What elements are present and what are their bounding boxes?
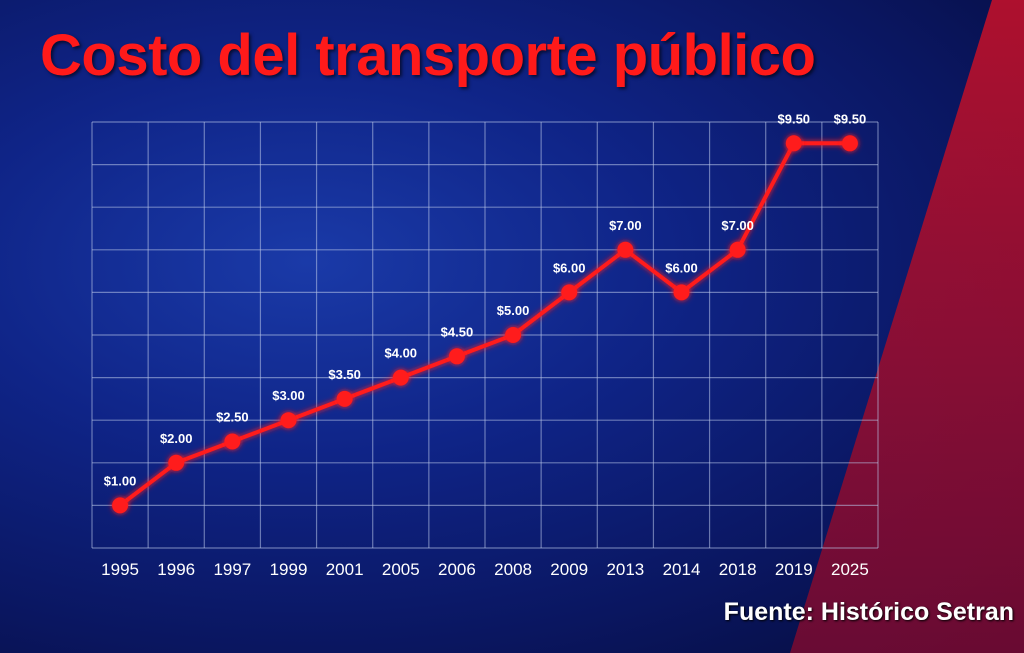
- x-tick-2009: 2009: [550, 560, 588, 579]
- data-label-2001: $3.50: [328, 367, 361, 382]
- data-point-2005: [392, 369, 409, 386]
- x-tick-2001: 2001: [326, 560, 364, 579]
- data-point-2009: [561, 284, 578, 301]
- chart-grid: [91, 121, 879, 549]
- x-tick-2008: 2008: [494, 560, 532, 579]
- x-axis-ticks: 1995 1996 1997 1999 2001 2005 2006 2008 2009 2013…: [101, 560, 869, 579]
- data-label-2008: $5.00: [497, 303, 530, 318]
- series-layer: [112, 135, 858, 514]
- accent-stripe: [790, 0, 1024, 653]
- x-tick-1996: 1996: [157, 560, 195, 579]
- data-point-2018: [729, 241, 746, 258]
- data-label-2018: $7.00: [721, 218, 754, 233]
- data-point-1999: [280, 412, 297, 429]
- data-point-2019: [785, 135, 802, 152]
- x-tick-2014: 2014: [663, 560, 701, 579]
- data-label-2005: $4.00: [385, 346, 418, 361]
- x-tick-1999: 1999: [270, 560, 308, 579]
- data-label-2025: $9.50: [834, 111, 867, 126]
- chart-title: Costo del transporte público: [40, 23, 816, 88]
- data-point-2025: [841, 135, 858, 152]
- data-point-1997: [224, 433, 241, 450]
- x-tick-2013: 2013: [606, 560, 644, 579]
- data-point-1996: [168, 454, 185, 471]
- data-labels: $1.00 $2.00 $2.50 $3.00 $3.50 $4.00 $4.50 $5.00…: [104, 111, 866, 488]
- data-point-2001: [336, 390, 353, 407]
- data-label-1996: $2.00: [160, 431, 193, 446]
- x-tick-2019: 2019: [775, 560, 813, 579]
- data-label-1995: $1.00: [104, 473, 137, 488]
- x-tick-1997: 1997: [213, 560, 251, 579]
- data-label-1997: $2.50: [216, 410, 249, 425]
- x-tick-2018: 2018: [719, 560, 757, 579]
- data-label-2009: $6.00: [553, 260, 586, 275]
- data-label-2019: $9.50: [778, 111, 811, 126]
- data-point-2008: [505, 327, 522, 343]
- data-point-2014: [673, 284, 690, 301]
- data-label-2013: $7.00: [609, 218, 642, 233]
- x-tick-2006: 2006: [438, 560, 476, 579]
- data-point-2006: [448, 348, 465, 365]
- data-label-2006: $4.50: [441, 324, 474, 339]
- series-line: [118, 141, 850, 507]
- data-point-2013: [617, 241, 634, 258]
- source-note: Fuente: Histórico Setran: [723, 598, 1014, 626]
- x-tick-2025: 2025: [831, 560, 869, 579]
- x-tick-1995: 1995: [101, 560, 139, 579]
- data-label-2014: $6.00: [665, 260, 698, 275]
- data-point-1995: [112, 497, 129, 514]
- data-label-1999: $3.00: [272, 388, 305, 403]
- x-tick-2005: 2005: [382, 560, 420, 579]
